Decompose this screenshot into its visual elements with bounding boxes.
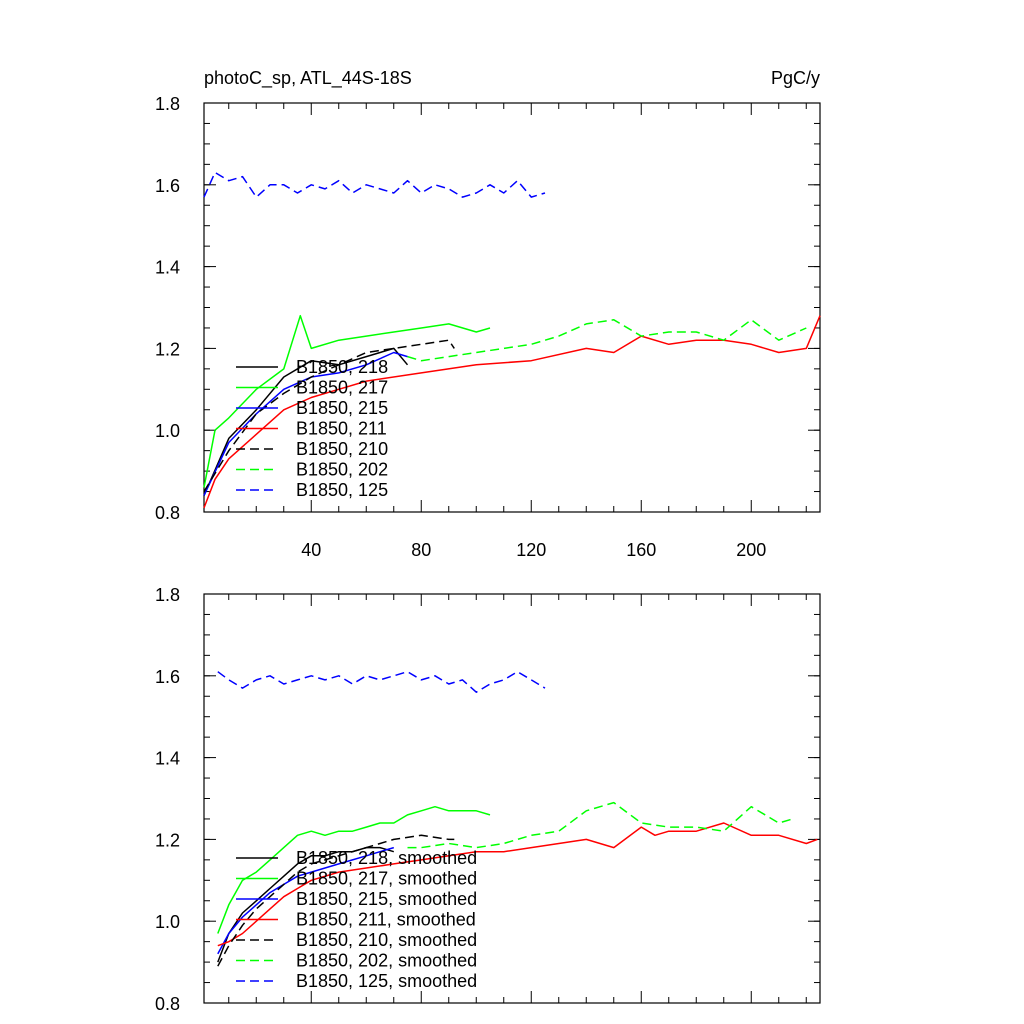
series-line — [217, 834, 455, 967]
legend-label: B1850, 217, smoothed — [296, 869, 477, 889]
legend-label: B1850, 202 — [296, 460, 388, 480]
legend-label: B1850, 210, smoothed — [296, 930, 477, 950]
chart-units: PgC/y — [771, 68, 820, 88]
x-tick-label: 120 — [516, 540, 546, 560]
series-line — [203, 339, 455, 492]
series-line — [217, 846, 395, 955]
y-tick-label: 1.0 — [155, 421, 180, 441]
legend-label: B1850, 211, smoothed — [296, 910, 476, 930]
series-line — [217, 670, 546, 693]
x-tick-label: 80 — [411, 540, 431, 560]
x-tick-label: 200 — [736, 540, 766, 560]
chart-title: photoC_sp, ATL_44S-18S — [204, 68, 412, 89]
legend-label: B1850, 215, smoothed — [296, 889, 477, 909]
y-tick-label: 1.2 — [155, 339, 180, 359]
legend-label: B1850, 211 — [296, 419, 387, 439]
legend-label: B1850, 218 — [296, 357, 388, 377]
y-tick-label: 1.8 — [155, 585, 180, 605]
legend-label: B1850, 210 — [296, 439, 388, 459]
y-tick-label: 1.4 — [155, 258, 180, 278]
legend-label: B1850, 125, smoothed — [296, 971, 477, 991]
legend-label: B1850, 218, smoothed — [296, 848, 477, 868]
y-tick-label: 0.8 — [155, 503, 180, 523]
series-line — [217, 805, 491, 934]
y-tick-label: 1.6 — [155, 176, 180, 196]
legend-label: B1850, 202, smoothed — [296, 951, 477, 971]
series-line — [203, 171, 546, 198]
legend-label: B1850, 215 — [296, 398, 388, 418]
y-tick-label: 1.2 — [155, 830, 180, 850]
y-tick-label: 0.8 — [155, 994, 180, 1014]
series-line — [217, 846, 395, 963]
x-tick-label: 160 — [626, 540, 656, 560]
series-line — [407, 319, 807, 362]
legend-label: B1850, 125 — [296, 480, 388, 500]
y-tick-label: 1.0 — [155, 912, 180, 932]
top-panel: 0.8 1.0 1.2 1.4 1.6 1.8 40 80 120 160 200 B1850, 21… — [155, 94, 821, 560]
series-line — [203, 314, 491, 488]
x-tick-label: 40 — [301, 540, 321, 560]
y-tick-label: 1.6 — [155, 667, 180, 687]
y-tick-label: 1.8 — [155, 94, 180, 114]
series-line — [217, 822, 818, 947]
y-tick-label: 1.4 — [155, 749, 180, 769]
legend-label: B1850, 217 — [296, 378, 388, 398]
series-line — [407, 801, 793, 849]
series-line — [203, 315, 821, 509]
